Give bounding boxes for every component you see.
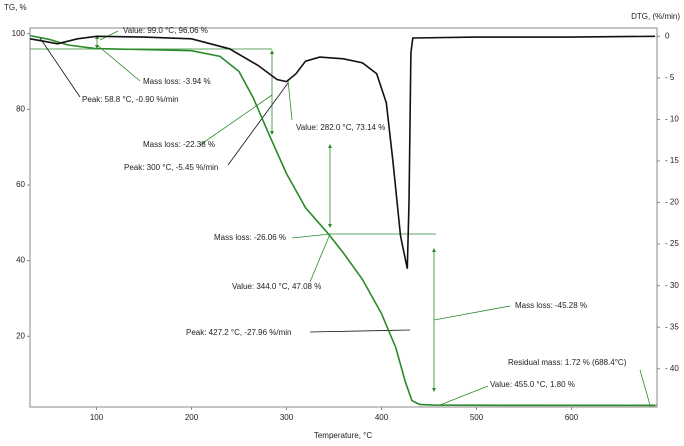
y2-tick-label: - 20 [665,198,679,207]
y2-axis-label: DTG, (%/min) [631,12,680,21]
annotation: Mass loss: -22.38 % [143,140,215,149]
y-tick-label: 100 [12,29,26,38]
annotation-line [96,44,141,82]
y2-tick-label: - 10 [665,115,679,124]
x-tick-label: 400 [375,413,389,422]
annotation: Peak: 427.2 °C, -27.96 %/min [186,328,291,337]
y2-tick-label: 0 [665,31,670,40]
plot-frame [29,27,658,408]
annotation: Value: 99.0 °C, 96.06 % [123,26,208,35]
y2-tick-label: - 15 [665,156,679,165]
x-tick-label: 300 [280,413,294,422]
y2-tick-label: - 30 [665,281,679,290]
x-tick-label: 600 [565,413,579,422]
x-tick-label: 200 [185,413,199,422]
y2-tick-label: - 40 [665,364,679,373]
annotation-line [309,329,411,333]
y2-tick-label: - 25 [665,239,679,248]
x-tick-label: 100 [90,413,104,422]
annotation-line [639,369,651,406]
annotation-line [39,37,81,98]
annotation-line [291,233,331,239]
annotation-line [287,79,293,121]
x-tick-label: 500 [470,413,484,422]
y-axis-label: TG, % [4,3,27,12]
annotation-line [433,305,511,321]
annotation-line [439,385,489,406]
y2-tick-label: - 5 [665,73,675,82]
annotation: Value: 282.0 °C, 73.14 % [296,123,385,132]
y-tick-label: 60 [16,180,25,189]
annotation: Residual mass: 1.72 % (688.4°C) [508,358,627,367]
series-line [29,34,656,407]
x-axis-label: Temperature, °C [314,431,373,440]
annotation-line [99,30,119,41]
annotation: Mass loss: -3.94 % [143,77,211,86]
annotation-line [309,233,331,283]
series-line [29,35,656,269]
annotation-line [227,82,289,166]
annotation: Value: 455.0 °C, 1.80 % [490,380,575,389]
annotation: Peak: 58.8 °C, -0.90 %/min [82,95,179,104]
annotation: Value: 344.0 °C, 47.08 % [232,282,321,291]
annotation: Mass loss: -26.06 % [214,233,286,242]
annotation-line [199,94,273,146]
y2-tick-label: - 35 [665,322,679,331]
annotation: Mass loss: -45.28 % [515,301,587,310]
y-tick-label: 40 [16,256,25,265]
y-tick-label: 80 [16,104,25,113]
y-tick-label: 20 [16,331,25,340]
annotation: Peak: 300 °C, -5.45 %/min [124,163,218,172]
